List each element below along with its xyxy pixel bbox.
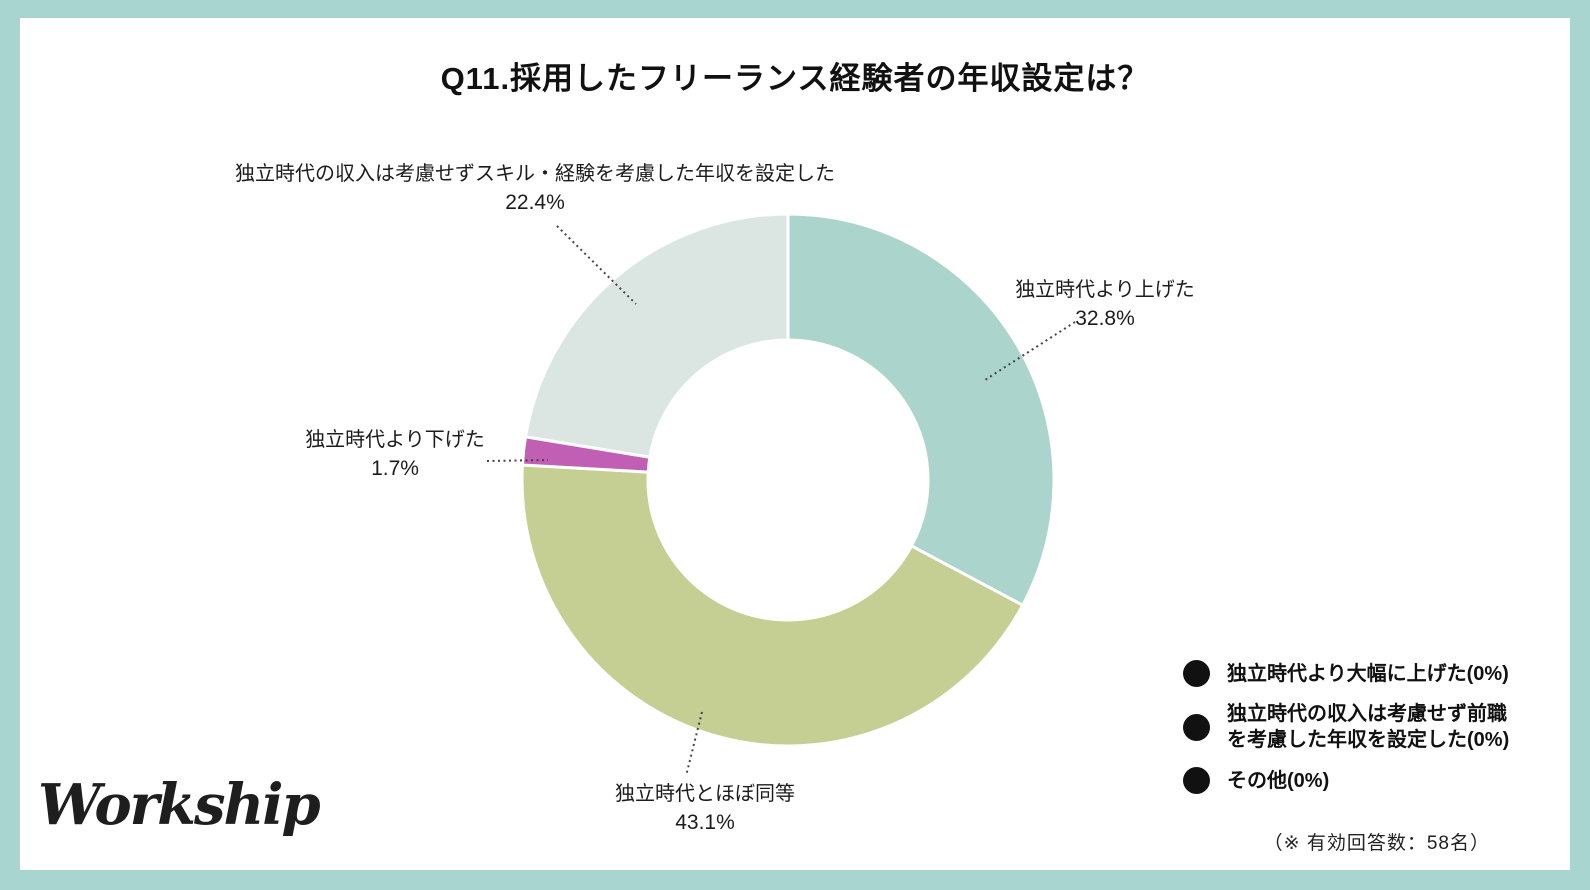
callout-value: 43.1%	[675, 811, 735, 834]
callout-label: 独立時代より上げた	[1015, 279, 1195, 301]
callout-label: 独立時代の収入は考慮せずスキル・経験を考慮した年収を設定した	[235, 163, 835, 185]
circle-bullet-icon	[1183, 767, 1210, 794]
callout-slice-22-4: 独立時代の収入は考慮せずスキル・経験を考慮した年収を設定した 22.4%	[225, 160, 845, 217]
callout-value: 22.4%	[505, 191, 565, 214]
donut-slice-1	[520, 463, 1025, 748]
legend-item: 独立時代より大幅に上げた(0%)	[1183, 660, 1513, 687]
legend-item-label: 独立時代の収入は考慮せず前職を考慮した年収を設定した(0%)	[1227, 703, 1510, 751]
callout-slice-43-1: 独立時代とほぼ同等 43.1%	[565, 780, 845, 837]
callout-slice-32-8: 独立時代より上げた 32.8%	[960, 276, 1250, 333]
legend-item: 独立時代の収入は考慮せず前職を考慮した年収を設定した(0%)	[1183, 701, 1513, 753]
circle-bullet-icon	[1183, 713, 1210, 741]
callout-value: 1.7%	[371, 457, 419, 480]
donut-slice-0	[786, 212, 1056, 607]
workship-logo: Workship	[38, 772, 321, 838]
callout-slice-1-7: 独立時代より下げた 1.7%	[280, 426, 510, 483]
donut-chart	[520, 212, 1056, 748]
callout-value: 32.8%	[1075, 307, 1135, 330]
legend-item-label: その他(0%)	[1227, 769, 1330, 792]
legend: 独立時代より大幅に上げた(0%) 独立時代の収入は考慮せず前職を考慮した年収を設…	[1183, 660, 1513, 794]
callout-label: 独立時代より下げた	[305, 429, 485, 451]
chart-title: Q11.採用したフリーランス経験者の年収設定は？	[440, 61, 1150, 96]
legend-item-label: 独立時代より大幅に上げた(0%)	[1227, 662, 1509, 685]
callout-label: 独立時代とほぼ同等	[615, 783, 795, 805]
circle-bullet-icon	[1183, 660, 1210, 687]
valid-responses-note: （※ 有効回答数：58名）	[1263, 833, 1490, 854]
legend-item: その他(0%)	[1183, 767, 1513, 794]
donut-slice-3	[524, 212, 790, 459]
